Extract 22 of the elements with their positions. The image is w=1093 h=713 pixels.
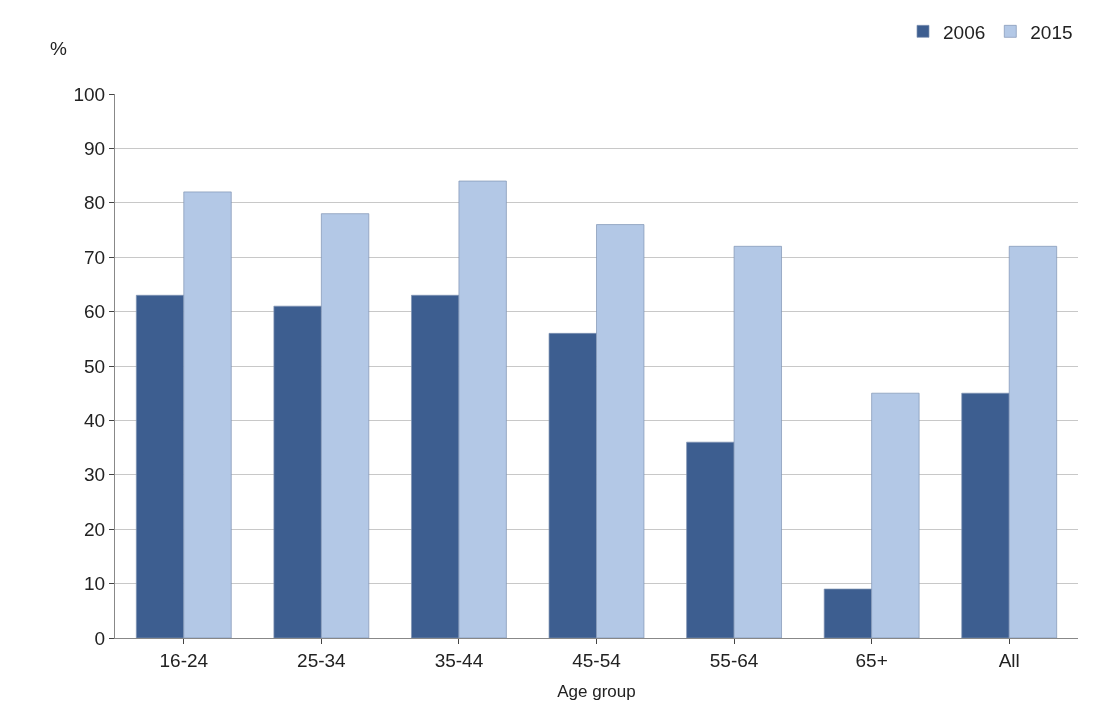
x-tick-label: 16-24: [159, 649, 209, 671]
x-tick-label: 35-44: [434, 649, 484, 671]
legend-label: 2015: [1030, 21, 1073, 43]
x-tick-label: 55-64: [709, 649, 759, 671]
y-tick-label: 60: [84, 301, 106, 323]
x-tick-label: 45-54: [572, 649, 622, 671]
y-axis-title: %: [50, 38, 67, 59]
y-tick-label: 10: [84, 573, 106, 595]
y-tick-label: 30: [84, 464, 106, 486]
legend-label: 2006: [943, 21, 986, 43]
y-tick-label: 0: [94, 627, 106, 649]
x-tick-label: 25-34: [297, 649, 347, 671]
x-tick-label: All: [998, 649, 1020, 671]
y-tick-label: 70: [84, 246, 106, 268]
x-axis-title: Age group: [557, 682, 636, 702]
y-tick-label: 20: [84, 518, 106, 540]
y-tick-label: 40: [84, 410, 106, 432]
y-tick-label: 100: [73, 83, 106, 105]
x-tick-label: 65+: [855, 649, 888, 671]
y-tick-label: 90: [84, 138, 106, 160]
y-tick-label: 50: [84, 355, 106, 377]
y-tick-label: 80: [84, 192, 106, 214]
